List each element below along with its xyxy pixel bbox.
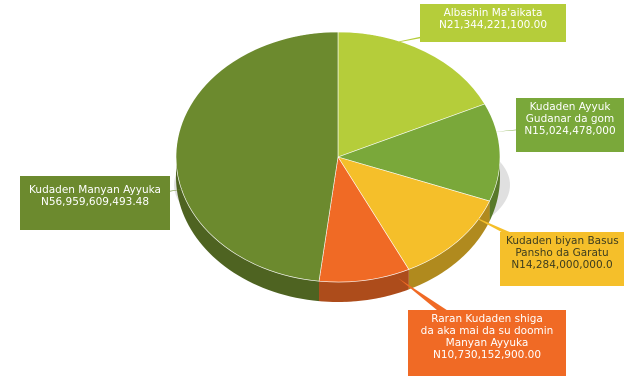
pie-slice-3 [318, 156, 410, 283]
label-value: N21,344,221,100.00 [438, 19, 548, 31]
label-line: Gudanar da gom [525, 113, 615, 125]
label-raran-kudaden-shiga: Raran Kudaden shiga da aka mai da su doo… [408, 310, 566, 376]
label-line: Manyan Ayyuka [445, 337, 529, 349]
label-kudaden-biyan-basus: Kudaden biyan Basus Pansho da Garatu N14… [500, 232, 624, 286]
label-value: N15,024,478,000 [524, 125, 616, 137]
callout-box-1 [494, 98, 624, 152]
label-kudaden-ayyuk: Kudaden Ayyuk Gudanar da gom N15,024,478… [516, 98, 624, 152]
callout-box-2 [468, 214, 624, 286]
label-value: N56,959,609,493.48 [40, 196, 150, 208]
label-line: Albashin Ma'aikata [443, 7, 543, 19]
label-albashin-maaikata: Albashin Ma'aikata N21,344,221,100.00 [420, 4, 566, 42]
pie-slice-1 [337, 103, 501, 202]
callout-box-4 [20, 176, 190, 230]
pie-slice-4 [175, 31, 339, 282]
label-line: Kudaden Ayyuk [529, 101, 611, 113]
pie-slice-0 [337, 31, 486, 158]
label-line: Kudaden biyan Basus [506, 235, 619, 247]
label-kudaden-manyan-ayyuka: Kudaden Manyan Ayyuka N56,959,609,493.48 [20, 176, 170, 230]
label-line: da aka mai da su doomin [420, 325, 554, 337]
label-line: Kudaden Manyan Ayyuka [29, 184, 161, 196]
label-line: Pansho da Garatu [515, 247, 609, 259]
pie-side-2 [408, 201, 490, 290]
callout-box-0 [378, 4, 566, 46]
label-value: N10,730,152,900.00 [432, 349, 542, 361]
pie-side-4 [176, 157, 320, 302]
label-value: N14,284,000,000.0 [511, 259, 613, 271]
pie-slice-2 [337, 156, 491, 270]
label-line: Raran Kudaden shiga [431, 313, 543, 325]
pie-side-3 [319, 269, 409, 302]
callout-box-3 [398, 278, 566, 376]
